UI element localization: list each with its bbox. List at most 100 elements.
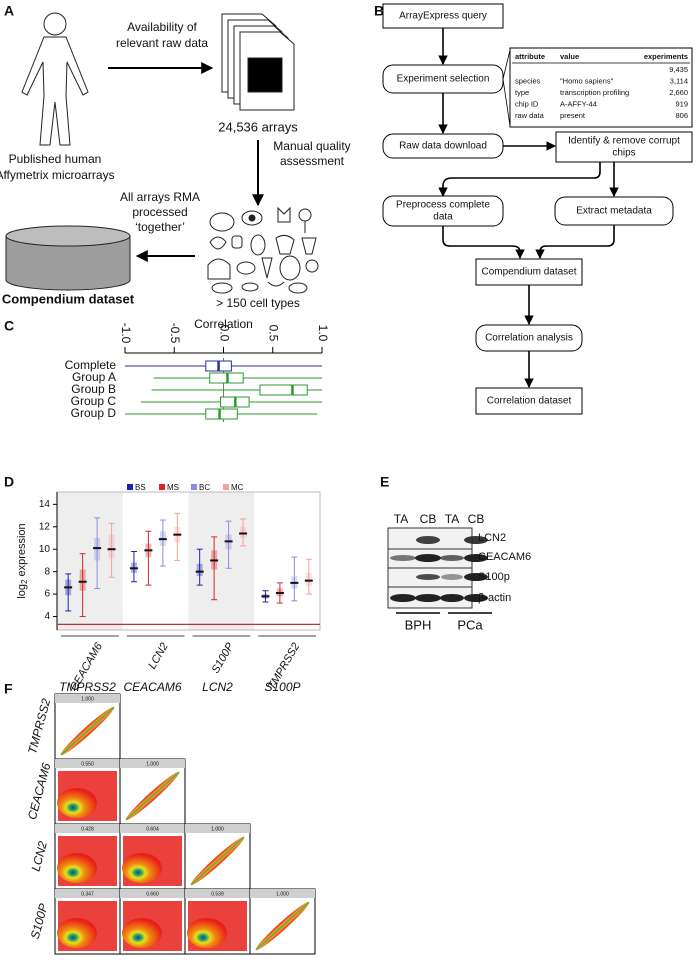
lane-label: CB [468,512,485,526]
node-label: Experiment selection [397,74,490,85]
row-label: TMPRSS2 [25,697,53,756]
x-tick-label: LCN2 [146,641,170,671]
correlation-label: 1.000 [276,891,289,897]
density-core [122,918,162,948]
flow-node [475,387,583,415]
table-cell: chip ID [515,99,539,108]
table-cell: 2,660 [669,88,688,97]
density-diagonal [255,901,310,951]
table-cell: "Homo sapiens" [560,76,614,85]
label-part: expression [16,523,28,576]
caption: > 150 cell types [216,296,300,310]
array-stack [221,13,295,111]
correlation-label: 1.000 [81,696,94,702]
band-label: LCN2 [478,532,506,544]
node-label: Raw data download [399,141,487,152]
panel-a: A Availability of relevant raw data 24,5… [0,3,351,310]
x-tick-label: 1.0 [316,325,330,342]
panel-label: F [4,681,13,697]
caption: relevant raw data [116,36,208,50]
column-label: CEACAM6 [123,680,181,694]
caption: All arrays RMA [120,190,200,204]
column-label: TMPRSS2 [59,680,116,694]
x-tick-label: -0.5 [168,323,182,344]
table-cell: transcription profiling [560,88,629,97]
panel-f: F TMPRSS2 TMPRSS2 CEACAM6 CEACAM6 LCN2 LCN2 S10… [4,680,316,955]
x-tick-label: 0.5 [267,325,281,342]
node-label: Identify & remove corrupt [568,136,680,147]
cell-header [185,824,250,833]
y-tick-label: 14 [39,499,51,510]
caption: ‘together’ [135,220,185,234]
box [196,563,203,577]
caption: 24,536 arrays [218,119,298,134]
correlation-label: 0.428 [81,826,94,832]
caption: processed [132,205,187,219]
table-frame [509,47,693,128]
table-header: value [560,52,579,61]
category-label: Group B [71,382,116,396]
row-label: LCN2 [28,839,50,873]
table-cell: raw data [515,111,545,120]
lane-label: TA [394,512,408,526]
category-label: Complete [65,358,117,372]
caption: Availability of [127,20,197,34]
table-cell: 3,114 [670,76,688,85]
table-cell: type [515,88,529,97]
density-core [122,853,162,883]
density-core [187,918,227,948]
table-header: attribute [515,52,545,61]
lane-label: TA [445,512,459,526]
y-tick-label: 12 [39,521,51,532]
label-part: log [16,584,28,599]
flow-node [382,195,504,227]
caption: assessment [280,154,345,168]
box [259,384,308,396]
legend-label: MS [167,483,179,492]
cell-header [250,889,315,898]
y-tick-label: 8 [44,566,50,577]
correlation-label: 0.347 [81,891,94,897]
box [79,569,86,591]
legend-label: BS [135,483,146,492]
panel-c: C Correlation-1.0 -0.5 0.0 0.5 1.0CompleteGro… [4,317,330,422]
node-label: Correlation analysis [485,333,573,344]
density-core [57,788,97,818]
legend-swatch [223,484,229,490]
panel-label: A [4,3,14,19]
box [94,538,101,561]
density-core [57,853,97,883]
flow-node [382,133,504,159]
flow-node [475,324,583,352]
legend-label: BC [199,483,210,492]
y-tick-label: 10 [39,544,51,555]
caption: Manual quality [273,139,350,153]
table-cell: 806 [675,111,688,120]
cell-header [185,889,250,898]
category-label: Group D [71,406,117,420]
panel-d: D 4 6 8 10 12 14 log2 expression BS MS BC MC CEACAM6 L… [4,474,321,693]
axis-title: Correlation [194,317,253,331]
box [305,572,312,587]
correlation-label: 1.000 [211,826,224,832]
flow-arrows [438,28,619,388]
y-tick-label: 4 [44,611,50,622]
row-label: CEACAM6 [25,761,54,821]
band-shade [57,492,123,630]
group-label: BPH [405,617,432,632]
density-diagonal [60,706,115,756]
category-label: Group A [72,370,116,384]
table-cell: A-AFFY-44 [560,99,597,108]
human-body [21,36,89,146]
panel-label: C [4,318,14,334]
node-label: Correlation dataset [487,396,572,407]
legend-swatch [127,484,133,490]
band-label: CEACAM6 [478,551,531,563]
density-diagonal [125,771,180,821]
caption: Compendium dataset [2,291,135,306]
correlation-label: 0.660 [146,891,159,897]
table-header: experiments [644,52,688,61]
panel-b: B ArrayExpress query Experiment selection… [374,3,693,415]
human-head [43,12,67,36]
lane-label: CB [420,512,437,526]
